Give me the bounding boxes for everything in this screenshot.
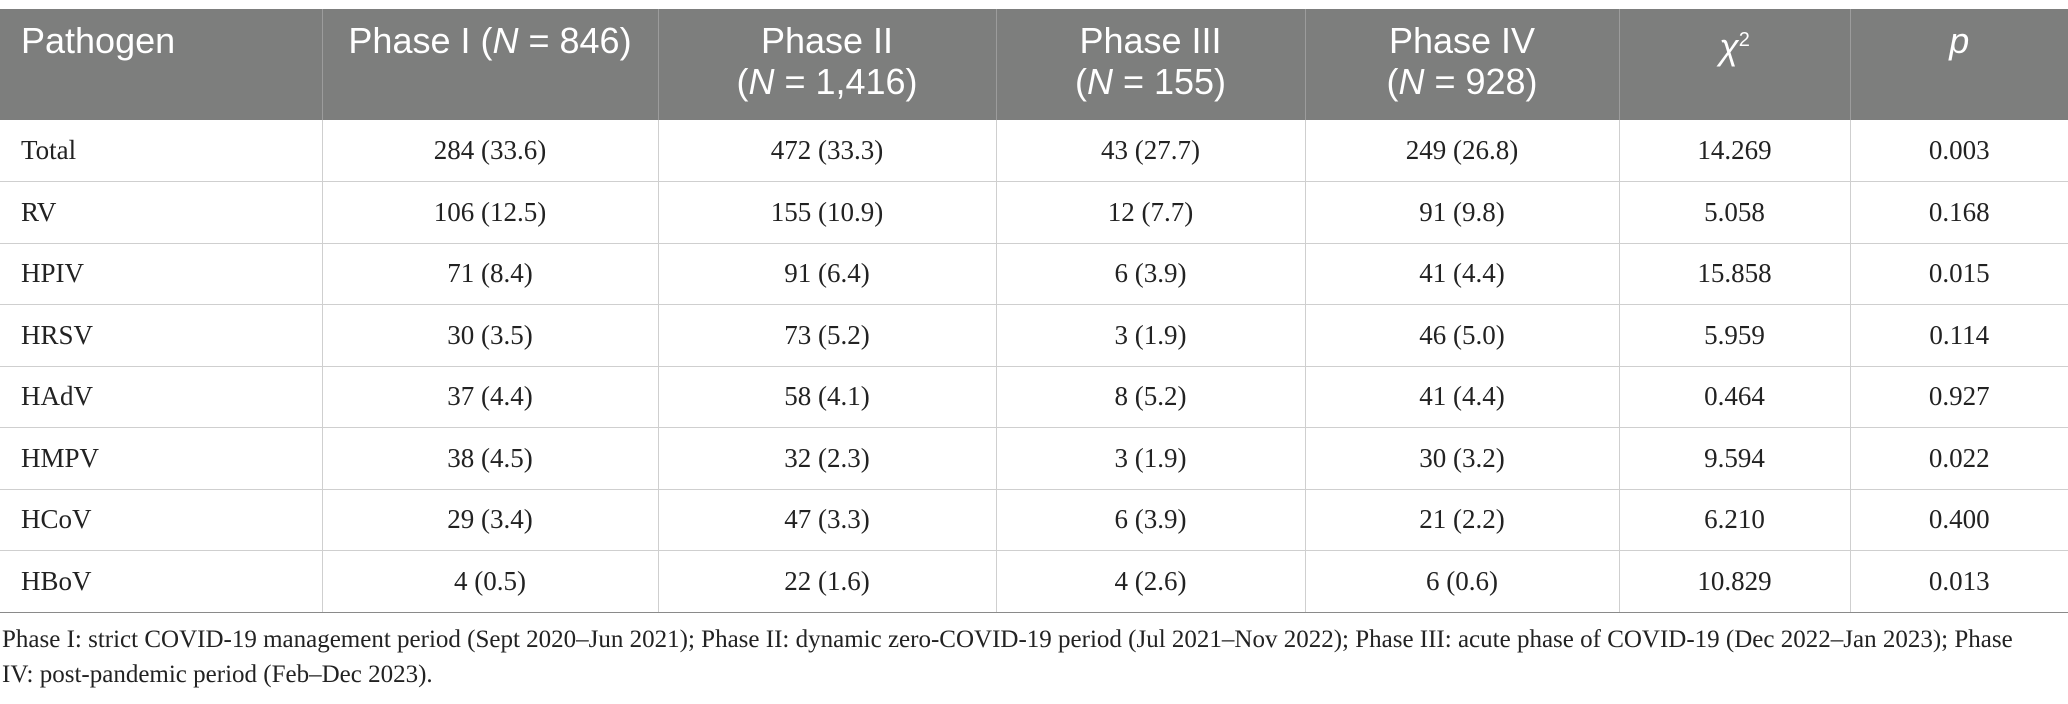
cell-phase-2: 47 (3.3) [658,489,997,551]
cell-chi-square: 5.058 [1619,181,1851,244]
cell-pathogen: HAdV [0,366,323,428]
cell-phase-3: 4 (2.6) [996,550,1306,613]
cell-p-value: 0.022 [1850,427,2068,490]
header-phase-4: Phase IV (N = 928) [1305,9,1620,120]
cell-chi-square: 15.858 [1619,243,1851,305]
table-row: HAdV 37 (4.4) 58 (4.1) 8 (5.2) 41 (4.4) … [0,366,2068,428]
cell-phase-4: 249 (26.8) [1305,120,1620,182]
table-row: HBoV 4 (0.5) 22 (1.6) 4 (2.6) 6 (0.6) 10… [0,550,2068,613]
cell-phase-4: 30 (3.2) [1305,427,1620,490]
cell-pathogen: HRSV [0,304,323,367]
cell-phase-4: 21 (2.2) [1305,489,1620,551]
header-row: Pathogen Phase I (N = 846) Phase II (N = … [0,9,2068,120]
cell-phase-2: 22 (1.6) [658,550,997,613]
table-row: Total 284 (33.6) 472 (33.3) 43 (27.7) 24… [0,120,2068,182]
cell-p-value: 0.114 [1850,304,2068,367]
table-row: HPIV 71 (8.4) 91 (6.4) 6 (3.9) 41 (4.4) … [0,243,2068,305]
cell-p-value: 0.400 [1850,489,2068,551]
header-phase-2: Phase II (N = 1,416) [658,9,997,120]
cell-phase-1: 284 (33.6) [322,120,659,182]
cell-phase-2: 472 (33.3) [658,120,997,182]
cell-phase-2: 73 (5.2) [658,304,997,367]
cell-phase-2: 32 (2.3) [658,427,997,490]
cell-phase-3: 6 (3.9) [996,489,1306,551]
cell-chi-square: 9.594 [1619,427,1851,490]
pathogen-table: Pathogen Phase I (N = 846) Phase II (N = … [0,9,2068,613]
cell-phase-3: 43 (27.7) [996,120,1306,182]
cell-phase-2: 91 (6.4) [658,243,997,305]
header-p-value: p [1850,9,2068,120]
cell-phase-4: 41 (4.4) [1305,366,1620,428]
cell-pathogen: HMPV [0,427,323,490]
cell-p-value: 0.927 [1850,366,2068,428]
table-footnote: Phase I: strict COVID-19 management peri… [2,626,2013,688]
cell-phase-4: 91 (9.8) [1305,181,1620,244]
cell-phase-3: 3 (1.9) [996,304,1306,367]
table-row: HRSV 30 (3.5) 73 (5.2) 3 (1.9) 46 (5.0) … [0,304,2068,367]
cell-chi-square: 6.210 [1619,489,1851,551]
header-phase-1: Phase I (N = 846) [322,9,659,120]
table-row: HMPV 38 (4.5) 32 (2.3) 3 (1.9) 30 (3.2) … [0,427,2068,490]
cell-phase-1: 71 (8.4) [322,243,659,305]
cell-phase-1: 38 (4.5) [322,427,659,490]
cell-phase-4: 6 (0.6) [1305,550,1620,613]
cell-phase-3: 8 (5.2) [996,366,1306,428]
cell-phase-1: 30 (3.5) [322,304,659,367]
cell-pathogen: HPIV [0,243,323,305]
cell-phase-4: 41 (4.4) [1305,243,1620,305]
cell-pathogen: RV [0,181,323,244]
cell-phase-2: 58 (4.1) [658,366,997,428]
cell-phase-3: 6 (3.9) [996,243,1306,305]
cell-phase-2: 155 (10.9) [658,181,997,244]
cell-phase-1: 4 (0.5) [322,550,659,613]
cell-phase-4: 46 (5.0) [1305,304,1620,367]
header-chi-square: χ2 [1619,9,1851,120]
cell-chi-square: 10.829 [1619,550,1851,613]
cell-p-value: 0.013 [1850,550,2068,613]
cell-phase-1: 106 (12.5) [322,181,659,244]
cell-phase-1: 37 (4.4) [322,366,659,428]
cell-p-value: 0.003 [1850,120,2068,182]
cell-chi-square: 0.464 [1619,366,1851,428]
cell-p-value: 0.015 [1850,243,2068,305]
cell-pathogen: HCoV [0,489,323,551]
cell-chi-square: 5.959 [1619,304,1851,367]
header-phase-3: Phase III (N = 155) [996,9,1306,120]
table-row: RV 106 (12.5) 155 (10.9) 12 (7.7) 91 (9.… [0,181,2068,244]
cell-phase-1: 29 (3.4) [322,489,659,551]
cell-p-value: 0.168 [1850,181,2068,244]
cell-pathogen: Total [0,120,323,182]
cell-phase-3: 3 (1.9) [996,427,1306,490]
cell-chi-square: 14.269 [1619,120,1851,182]
cell-pathogen: HBoV [0,550,323,613]
cell-phase-3: 12 (7.7) [996,181,1306,244]
header-pathogen: Pathogen [0,9,323,120]
table-row: HCoV 29 (3.4) 47 (3.3) 6 (3.9) 21 (2.2) … [0,489,2068,551]
